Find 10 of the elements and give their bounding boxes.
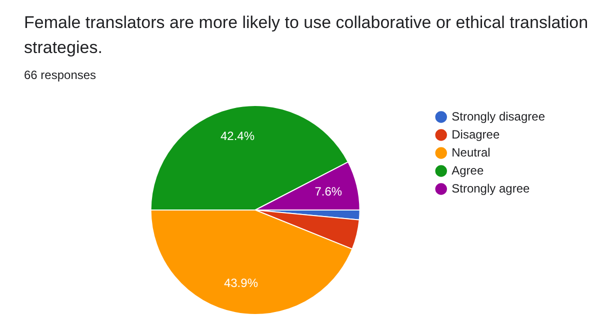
legend-label: Strongly disagree	[452, 109, 546, 124]
chart-title: Female translators are more likely to use collaborative or ethical translation strategies.	[24, 12, 590, 59]
legend-label: Disagree	[452, 127, 500, 142]
legend-label: Agree	[452, 163, 484, 178]
legend-label: Neutral	[452, 145, 490, 160]
data-label: 42.4%	[220, 129, 255, 144]
data-label: 7.6%	[314, 184, 342, 199]
data-label: 43.9%	[224, 276, 258, 290]
legend-label: Strongly agree	[452, 181, 530, 196]
chart-subtitle: 66 responses	[24, 68, 96, 82]
